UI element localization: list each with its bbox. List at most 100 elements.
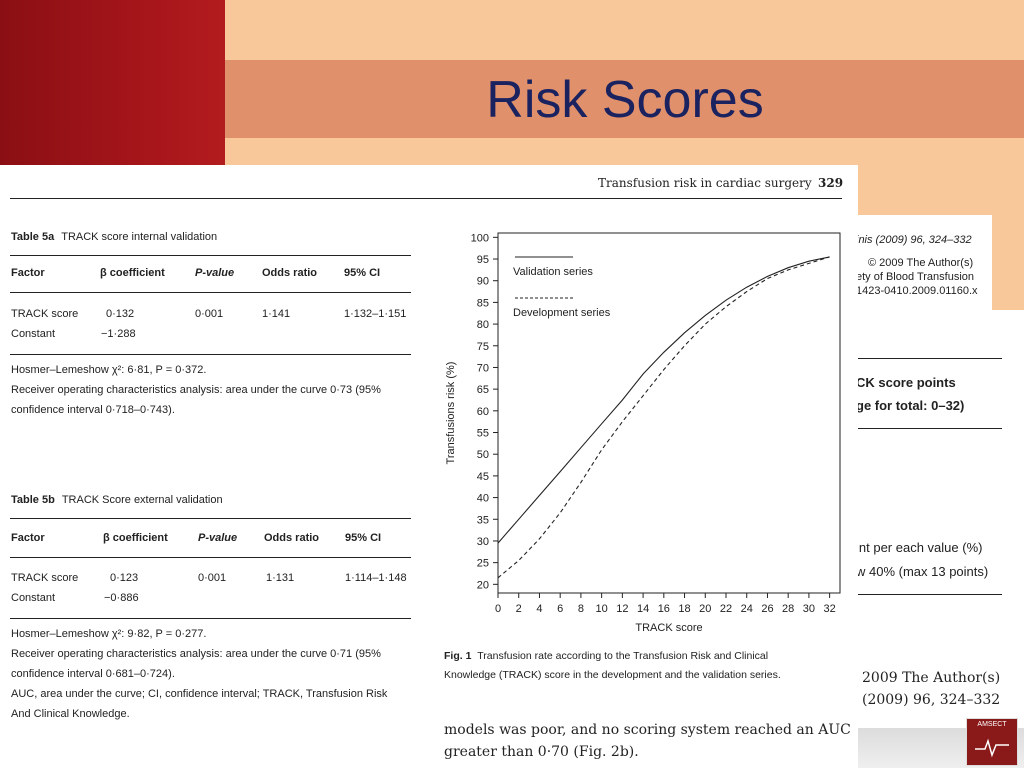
y-tick-label: 25	[477, 558, 489, 570]
x-tick-label: 20	[699, 603, 711, 615]
table5b-cell: 0·123	[110, 572, 139, 584]
x-tick-label: 12	[616, 603, 628, 615]
table5b-col-beta: β coefficient	[103, 532, 168, 544]
table5b-bottom-rule	[10, 618, 411, 619]
x-tick-label: 6	[557, 603, 563, 615]
table5b-col-or: Odds ratio	[264, 532, 320, 544]
x-tick-label: 18	[678, 603, 690, 615]
x-tick-label: 30	[803, 603, 815, 615]
table5b-col-factor: Factor	[11, 532, 45, 544]
table5a-top-rule	[10, 255, 411, 256]
y-tick-label: 60	[477, 406, 489, 418]
table5a-cell: TRACK score	[11, 308, 79, 320]
amsect-logo: AMSECT	[966, 718, 1018, 766]
table5a-title: TRACK score internal validation	[61, 231, 218, 243]
x-tick-label: 4	[536, 603, 542, 615]
y-tick-label: 85	[477, 297, 489, 309]
table5a-note: Hosmer–Lemeshow χ²: 6·81, P = 0·372.	[11, 364, 207, 376]
y-tick-label: 95	[477, 254, 489, 266]
right-paper-fragment	[830, 310, 1024, 728]
footer-copyright: 2009 The Author(s)	[862, 670, 1001, 686]
heart-line-icon	[975, 738, 1009, 758]
table5b-note: Receiver operating characteristics analy…	[11, 648, 381, 660]
x-tick-label: 22	[720, 603, 732, 615]
y-tick-label: 20	[477, 579, 489, 591]
table5a-col-pvalue: P-value	[195, 267, 235, 279]
table5b-cell: TRACK score	[11, 572, 79, 584]
table5a-bottom-rule	[10, 354, 411, 355]
figure-caption-text: Transfusion rate according to the Transf…	[477, 650, 769, 662]
x-tick-label: 28	[782, 603, 794, 615]
table5b-cell: 1·114–1·148	[345, 572, 407, 584]
track-points-heading: CK score points	[856, 375, 956, 390]
logo-text: AMSECT	[977, 721, 1007, 728]
table5a-cell: 1·132–1·151	[344, 308, 407, 320]
table5a-cell: 1·141	[262, 308, 291, 320]
light-band	[225, 138, 1024, 168]
legend-label: Validation series	[513, 266, 593, 278]
y-tick-label: 45	[477, 471, 489, 483]
table5b-label: Table 5b	[11, 494, 55, 506]
table5b-top-rule	[10, 518, 411, 519]
table5b-cell: 1·131	[266, 572, 295, 584]
x-tick-label: 2	[516, 603, 522, 615]
table5a-cell: 0·001	[195, 308, 224, 320]
table5b-cell: 0·001	[198, 572, 227, 584]
paper-page	[0, 165, 858, 768]
legend-label: Development series	[513, 307, 611, 319]
top-peach-band	[225, 0, 1024, 60]
max-points: w 40% (max 13 points)	[856, 564, 989, 579]
track-range-heading: ge for total: 0–32)	[856, 398, 965, 413]
footer-citation: (2009) 96, 324–332	[862, 692, 1001, 708]
x-tick-label: 16	[658, 603, 670, 615]
y-tick-label: 100	[471, 232, 489, 244]
body-text-line1: models was poor, and no scoring system r…	[444, 722, 851, 738]
y-tick-label: 35	[477, 514, 489, 526]
x-tick-label: 0	[495, 603, 501, 615]
table5a-col-factor: Factor	[11, 267, 45, 279]
table5b-note: Hosmer–Lemeshow χ²: 9·82, P = 0·277.	[11, 628, 207, 640]
slide-title: Risk Scores	[486, 71, 764, 129]
x-tick-label: 24	[741, 603, 753, 615]
table5a-col-beta: β coefficient	[100, 267, 165, 279]
plot-frame	[497, 232, 841, 594]
table5b-cell: Constant	[11, 592, 56, 604]
table5a-note: Receiver operating characteristics analy…	[11, 384, 381, 396]
rule	[848, 358, 1002, 359]
table5a-col-or: Odds ratio	[262, 267, 318, 279]
table5b-col-pvalue: P-value	[198, 532, 238, 544]
table5a-col-ci: 95% CI	[344, 267, 381, 279]
figure-label: Fig. 1	[444, 650, 472, 662]
page-number: 329	[818, 176, 844, 190]
y-tick-label: 50	[477, 449, 489, 461]
table5a-header-rule	[10, 292, 411, 293]
table5b-cell: −0·886	[104, 592, 139, 604]
x-tick-label: 10	[596, 603, 608, 615]
table5a-note: confidence interval 0·718–0·743).	[11, 404, 175, 416]
rule	[848, 428, 1002, 429]
table5a-cell: −1·288	[101, 328, 136, 340]
table5a-label: Table 5a	[11, 231, 55, 243]
table5b-note: And Clinical Knowledge.	[11, 708, 130, 720]
series-line	[497, 256, 830, 544]
y-tick-label: 40	[477, 493, 489, 505]
society-line: ety of Blood Transfusion	[856, 271, 975, 283]
points-per-value: int per each value (%)	[856, 540, 983, 555]
rule	[848, 594, 1002, 595]
x-tick-label: 26	[761, 603, 773, 615]
y-tick-label: 90	[477, 276, 489, 288]
figure-caption-line2: Knowledge (TRACK) score in the developme…	[444, 669, 781, 681]
figure-caption-line1: Fig. 1 Transfusion rate according to the…	[444, 650, 768, 662]
body-text-line2: greater than 0·70 (Fig. 2b).	[444, 744, 639, 760]
title-band	[225, 60, 1024, 138]
table5b-note: AUC, area under the curve; CI, confidenc…	[11, 688, 388, 700]
y-tick-label: 30	[477, 536, 489, 548]
y-axis-label: Transfusions risk (%)	[445, 362, 457, 465]
x-tick-label: 14	[637, 603, 649, 615]
y-tick-label: 65	[477, 384, 489, 396]
table5a-caption: Table 5a TRACK score internal validation	[11, 230, 217, 243]
table5b-title: TRACK Score external validation	[61, 494, 223, 506]
doi-line: 1423-0410.2009.01160.x	[856, 285, 978, 297]
y-tick-label: 80	[477, 319, 489, 331]
